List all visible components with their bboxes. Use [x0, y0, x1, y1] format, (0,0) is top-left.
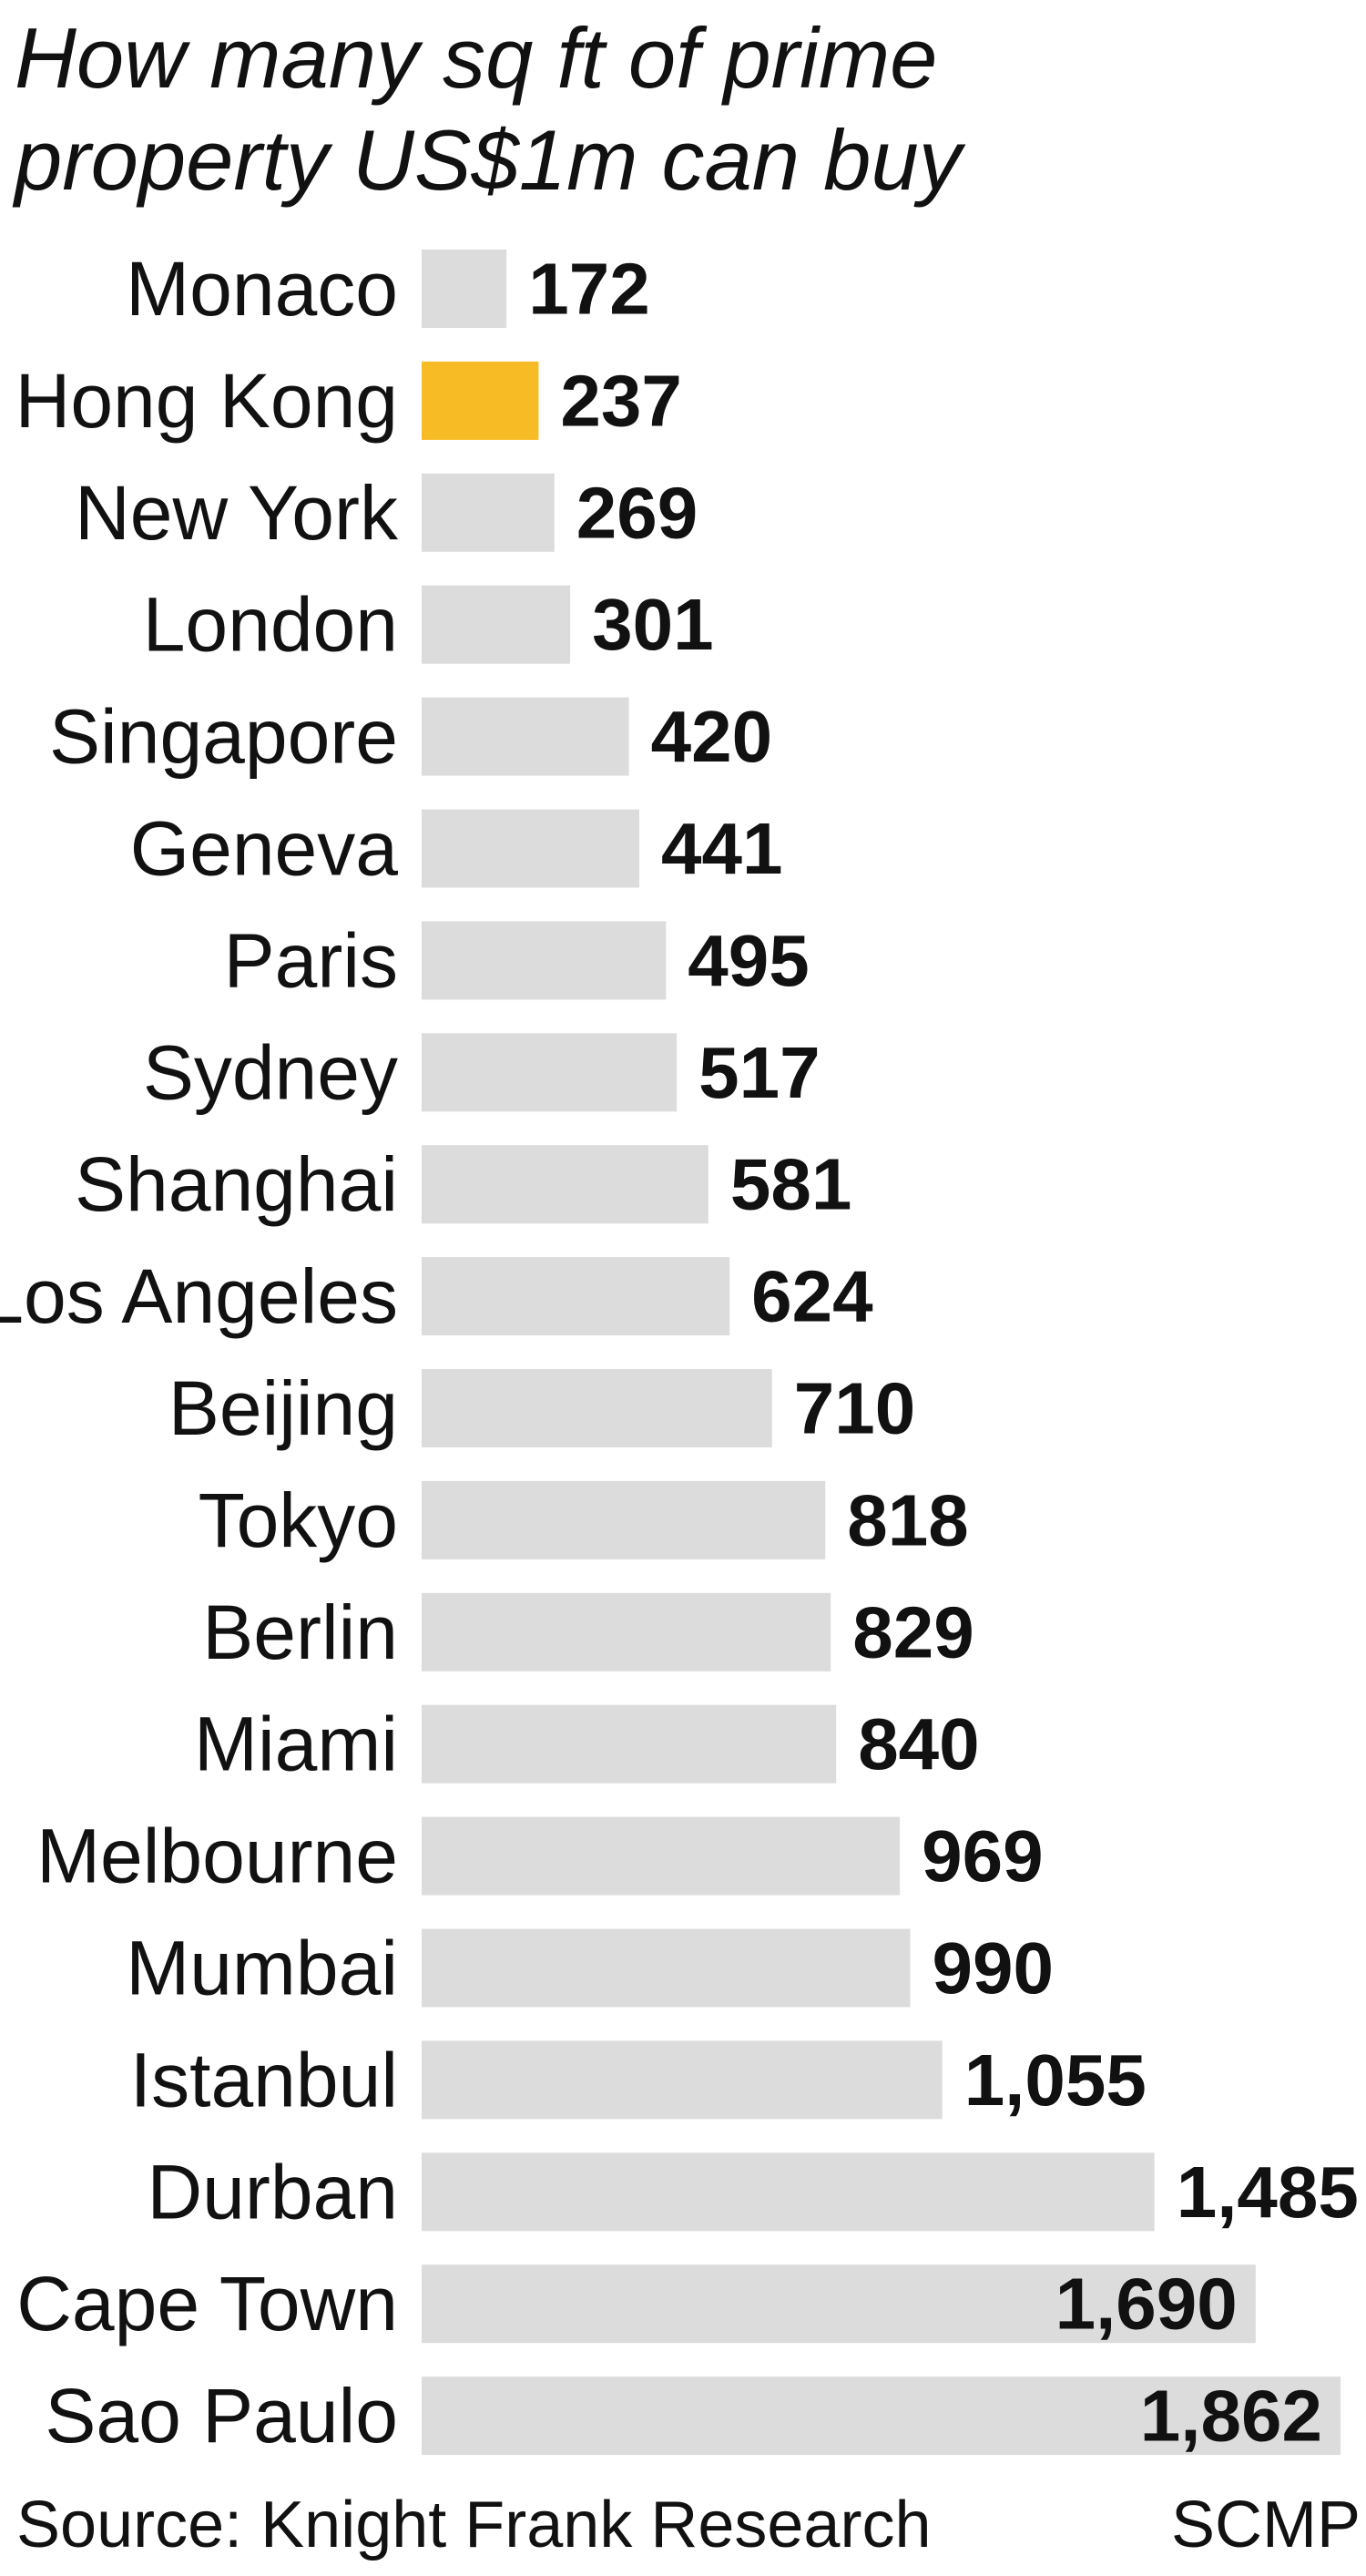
value-label: 1,485: [1177, 2152, 1359, 2233]
value-label: 829: [852, 1591, 974, 1672]
category-label: Los Angeles: [0, 1253, 398, 1339]
category-label: Tokyo: [199, 1477, 398, 1563]
bar: [422, 2264, 1256, 2344]
category-label: Mumbai: [126, 1926, 398, 2011]
bar: [422, 2040, 943, 2120]
bar: [422, 1816, 901, 1896]
value-label: 969: [922, 1815, 1043, 1896]
value-label: 420: [651, 696, 772, 777]
bar: [422, 1480, 826, 1559]
category-label: Paris: [224, 917, 398, 1003]
chart-title: How many sq ft of prime property US$1m c…: [15, 10, 962, 208]
category-label: Sydney: [143, 1029, 398, 1115]
category-label: Miami: [194, 1702, 398, 1787]
bar: [422, 1592, 831, 1671]
bar: [422, 809, 639, 888]
bar: [422, 2152, 1155, 2232]
category-label: Hong Kong: [15, 358, 398, 444]
category-label: London: [143, 582, 398, 668]
bar: [422, 2377, 1341, 2456]
source: Source: Knight Frank Research: [16, 2489, 931, 2561]
category-label: Cape Town: [16, 2261, 398, 2346]
category-label: Sao Paulo: [45, 2373, 398, 2458]
value-label: 710: [794, 1368, 915, 1449]
value-label: 840: [858, 1703, 979, 1784]
category-label: Beijing: [168, 1365, 398, 1451]
bar: [422, 585, 571, 664]
bar: [422, 361, 539, 440]
value-label: 301: [592, 584, 713, 665]
category-label: Singapore: [49, 694, 398, 780]
bar: [422, 1369, 772, 1447]
bar: [422, 1928, 911, 2008]
category-label: Istanbul: [130, 2037, 398, 2122]
value-label: 517: [698, 1032, 820, 1113]
bar: [422, 250, 507, 328]
value-label: 990: [932, 1927, 1053, 2009]
value-label: 172: [528, 249, 649, 330]
value-label: 581: [730, 1144, 851, 1225]
credit: SCMP: [1171, 2489, 1361, 2561]
value-label: 1,862: [1140, 2376, 1322, 2457]
value-label: 237: [560, 360, 681, 441]
bar: [422, 1145, 708, 1224]
value-label: 1,055: [964, 2039, 1147, 2121]
bar: [422, 1257, 730, 1336]
category-label: Durban: [147, 2149, 398, 2234]
bar: [422, 473, 555, 552]
value-label: 818: [847, 1479, 968, 1560]
value-label: 1,690: [1055, 2264, 1238, 2345]
value-label: 624: [751, 1256, 873, 1337]
category-label: Shanghai: [75, 1141, 398, 1227]
category-label: Melbourne: [36, 1814, 398, 1899]
category-label: Monaco: [126, 246, 398, 332]
bar: [422, 1704, 837, 1784]
category-label: Geneva: [130, 806, 398, 892]
bar: [422, 697, 629, 776]
bar: [422, 1033, 678, 1112]
value-label: 495: [688, 920, 809, 1001]
value-label: 269: [576, 472, 698, 553]
bar: [422, 921, 667, 1000]
value-label: 441: [661, 808, 782, 889]
category-label: Berlin: [202, 1590, 398, 1675]
category-label: New York: [75, 470, 399, 556]
